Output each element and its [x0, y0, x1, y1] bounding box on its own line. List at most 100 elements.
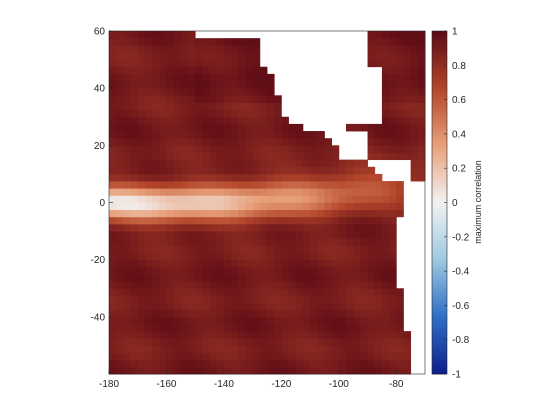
heatmap-cell: [317, 366, 325, 375]
heatmap-cell: [360, 202, 368, 211]
heatmap-cell: [130, 331, 139, 339]
heatmap-cell: [346, 331, 354, 339]
heatmap-cell: [144, 116, 153, 125]
heatmap-cell: [159, 281, 167, 289]
heatmap-cell: [137, 188, 146, 196]
heatmap-cell: [116, 202, 124, 211]
heatmap-cell: [360, 281, 368, 289]
heatmap-cell: [360, 345, 368, 353]
heatmap-cell: [130, 302, 139, 311]
heatmap-cell: [288, 131, 297, 139]
heatmap-cell: [274, 273, 282, 282]
heatmap-cell: [144, 202, 153, 211]
heatmap-cell: [116, 145, 124, 153]
colorbar-swatch: [432, 345, 447, 349]
heatmap-cell: [338, 273, 347, 282]
heatmap-cell: [367, 173, 376, 182]
y-tick-label: -20: [91, 255, 106, 266]
heatmap-cell: [410, 73, 419, 82]
heatmap-cell: [396, 181, 404, 189]
heatmap-cell: [331, 145, 340, 153]
heatmap-cell: [123, 159, 131, 168]
heatmap-cell: [137, 202, 146, 211]
heatmap-cell: [173, 109, 182, 118]
heatmap-cell: [231, 345, 239, 353]
heatmap-cell: [166, 138, 175, 146]
heatmap-cell: [295, 166, 304, 175]
heatmap-cell: [209, 81, 218, 89]
heatmap-cell: [338, 266, 347, 275]
heatmap-cell: [130, 138, 139, 146]
heatmap-cell: [123, 73, 131, 82]
heatmap-cell: [223, 209, 232, 218]
heatmap-cell: [310, 138, 318, 146]
heatmap-cell: [116, 345, 124, 353]
heatmap-cell: [381, 338, 390, 346]
heatmap-cell: [130, 273, 139, 282]
heatmap-cell: [195, 188, 203, 196]
heatmap-cell: [195, 238, 203, 246]
heatmap-cell: [288, 352, 297, 361]
heatmap-cell: [331, 302, 340, 311]
heatmap-cell: [159, 59, 167, 68]
heatmap-cell: [267, 173, 275, 182]
heatmap-cell: [130, 66, 139, 75]
heatmap-cell: [417, 123, 426, 132]
heatmap-cell: [173, 345, 182, 353]
heatmap-cell: [252, 166, 261, 175]
heatmap-cell: [223, 131, 232, 139]
heatmap-cell: [367, 273, 376, 282]
heatmap-cell: [259, 88, 268, 96]
heatmap-cell: [245, 316, 254, 325]
heatmap-cell: [396, 95, 404, 103]
heatmap-cell: [245, 231, 254, 239]
heatmap-cell: [209, 295, 218, 303]
heatmap-cell: [245, 131, 254, 139]
heatmap-cell: [317, 173, 325, 182]
heatmap-cell: [130, 288, 139, 296]
heatmap-cell: [159, 216, 167, 225]
heatmap-cell: [381, 138, 390, 146]
heatmap-cell: [123, 81, 131, 89]
heatmap-cell: [109, 109, 117, 118]
colorbar-swatch: [432, 36, 447, 40]
heatmap-cell: [302, 159, 311, 168]
heatmap-cell: [195, 116, 203, 125]
heatmap-cell: [324, 209, 333, 218]
colorbar-swatch: [432, 191, 447, 195]
heatmap-cell: [267, 159, 275, 168]
heatmap-cell: [166, 95, 175, 103]
heatmap-cell: [274, 109, 282, 118]
heatmap-cell: [274, 131, 282, 139]
heatmap-cell: [374, 295, 383, 303]
heatmap-cell: [389, 66, 397, 75]
heatmap-cell: [338, 331, 347, 339]
heatmap-cell: [137, 81, 146, 89]
heatmap-cell: [137, 102, 146, 111]
colorbar-swatch: [432, 85, 447, 89]
heatmap-cell: [109, 223, 117, 232]
heatmap-cell: [159, 345, 167, 353]
heatmap-cell: [288, 345, 297, 353]
heatmap-cell: [374, 352, 383, 361]
heatmap-cell: [346, 202, 354, 211]
heatmap-cell: [137, 31, 146, 39]
heatmap-cell: [346, 216, 354, 225]
heatmap-cell: [338, 309, 347, 318]
heatmap-cell: [245, 238, 254, 246]
heatmap-cell: [346, 266, 354, 275]
heatmap-cell: [152, 173, 160, 182]
heatmap-cell: [223, 316, 232, 325]
heatmap-cell: [202, 245, 210, 253]
heatmap-cell: [123, 245, 131, 253]
heatmap-cell: [223, 245, 232, 253]
heatmap-cell: [274, 152, 282, 161]
heatmap-cell: [317, 266, 325, 275]
heatmap-cell: [238, 81, 246, 89]
heatmap-cell: [130, 73, 139, 82]
heatmap-cell: [137, 252, 146, 261]
heatmap-cell: [274, 281, 282, 289]
colorbar-tick-label: -0.2: [452, 232, 470, 243]
heatmap-cell: [202, 345, 210, 353]
heatmap-cell: [166, 188, 175, 196]
